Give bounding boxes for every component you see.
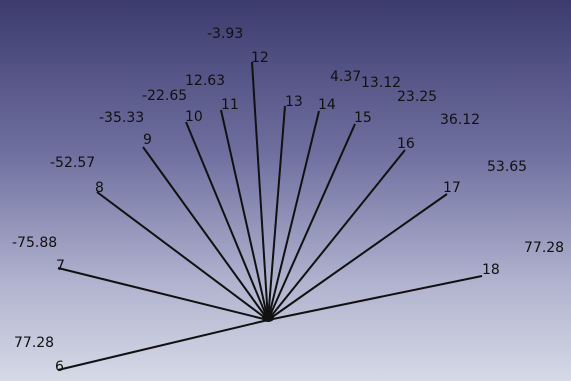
ray-10-line: [185, 121, 269, 321]
ray-18-angle: 77.28: [524, 240, 564, 256]
ray-10-angle: -22.65: [142, 88, 187, 104]
ray-8-angle: -52.57: [50, 155, 95, 171]
ray-14-line: [267, 110, 320, 321]
ray-17-angle: 53.65: [487, 159, 527, 175]
ray-10-label: 10: [185, 109, 203, 125]
ray-8-label: 8: [95, 180, 104, 196]
ray-8-line: [96, 191, 269, 321]
ray-16-label: 16: [397, 136, 415, 152]
ray-angle-labels: 77.28 -75.88 -52.57 -35.33 -22.65 12.63 …: [12, 26, 564, 351]
ray-9-label: 9: [143, 132, 152, 148]
ray-13-angle: 4.37: [330, 69, 361, 85]
ray-7-angle: -75.88: [12, 235, 57, 251]
ray-13-line: [267, 105, 286, 321]
ray-12-label: 12: [251, 50, 269, 66]
ray-14-label: 14: [318, 97, 336, 113]
ray-15-label: 15: [354, 110, 372, 126]
ray-17-label: 17: [443, 180, 461, 196]
ray-15-angle: 23.25: [397, 89, 437, 105]
ray-18-line: [267, 275, 483, 321]
ray-13-label: 13: [285, 94, 303, 110]
ray-7-line: [57, 267, 269, 321]
ray-11-line: [220, 109, 269, 321]
ray-16-line: [267, 149, 406, 321]
ray-11-angle: 12.63: [185, 73, 225, 89]
ray-15-line: [267, 123, 356, 321]
ray-16-angle: 36.12: [440, 112, 480, 128]
ray-6-angle: 77.28: [14, 335, 54, 351]
ray-17-line: [267, 193, 448, 321]
ray-lines: [57, 61, 483, 371]
ray-14-angle: 13.12: [361, 75, 401, 91]
ray-12-line: [251, 61, 269, 321]
ray-origin-hub: [262, 314, 274, 322]
ray-6-label: 6: [55, 359, 64, 375]
ray-6-line: [57, 319, 269, 371]
ray-18-label: 18: [482, 262, 500, 278]
ray-7-label: 7: [56, 258, 65, 274]
ray-9-angle: -35.33: [99, 110, 144, 126]
ray-9-line: [142, 146, 269, 321]
ray-12-angle: -3.93: [207, 26, 243, 42]
ray-11-label: 11: [221, 97, 239, 113]
ray-number-labels: 6 7 8 9 10 11 12 13 14 15 16 17 18: [55, 50, 500, 375]
